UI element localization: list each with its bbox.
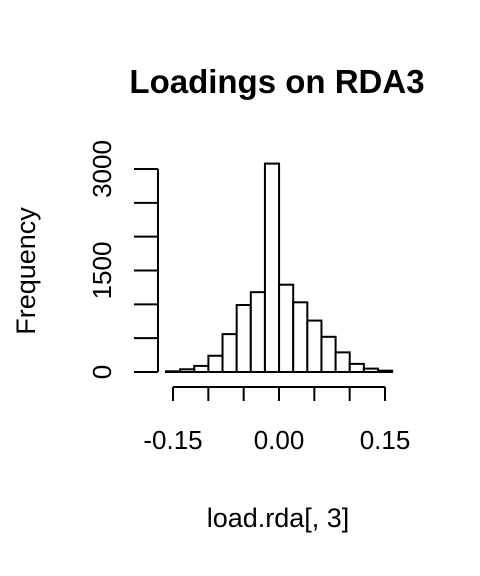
histogram-bar-3 — [207, 354, 224, 374]
histogram-bar-6 — [249, 291, 266, 373]
histogram-bar-11 — [320, 335, 337, 373]
histogram-bar-4 — [221, 333, 238, 373]
histogram-bar-13 — [348, 362, 365, 374]
histogram-bar-15 — [377, 369, 394, 374]
histogram-bar-10 — [306, 319, 323, 373]
histogram-bar-12 — [334, 351, 351, 374]
histogram-bar-5 — [235, 304, 252, 374]
y-axis: 0 1500 3000 — [87, 140, 159, 379]
histogram-bar-14 — [362, 367, 380, 374]
y-tick-label-3: 1500 — [87, 242, 117, 300]
y-tick-label-6: 3000 — [87, 140, 117, 198]
x-axis: -0.15 0.00 0.15 — [143, 386, 411, 455]
histogram-bar-1 — [179, 368, 196, 374]
histogram-bars — [165, 162, 394, 374]
chart-title: Loadings on RDA3 — [129, 63, 424, 100]
x-tick-label-6: 0.15 — [360, 425, 411, 455]
histogram-bar-9 — [292, 301, 309, 374]
histogram-bar-8 — [278, 283, 295, 373]
y-axis-label: Frequency — [11, 207, 41, 335]
y-tick-label-0: 0 — [87, 365, 117, 379]
histogram-bar-2 — [193, 364, 210, 374]
histogram-bar-0 — [165, 370, 182, 374]
x-axis-label: load.rda[, 3] — [207, 503, 350, 533]
x-tick-label-3: 0.00 — [254, 425, 305, 455]
histogram-bar-7 — [263, 162, 281, 373]
x-tick-label-0: -0.15 — [143, 425, 202, 455]
